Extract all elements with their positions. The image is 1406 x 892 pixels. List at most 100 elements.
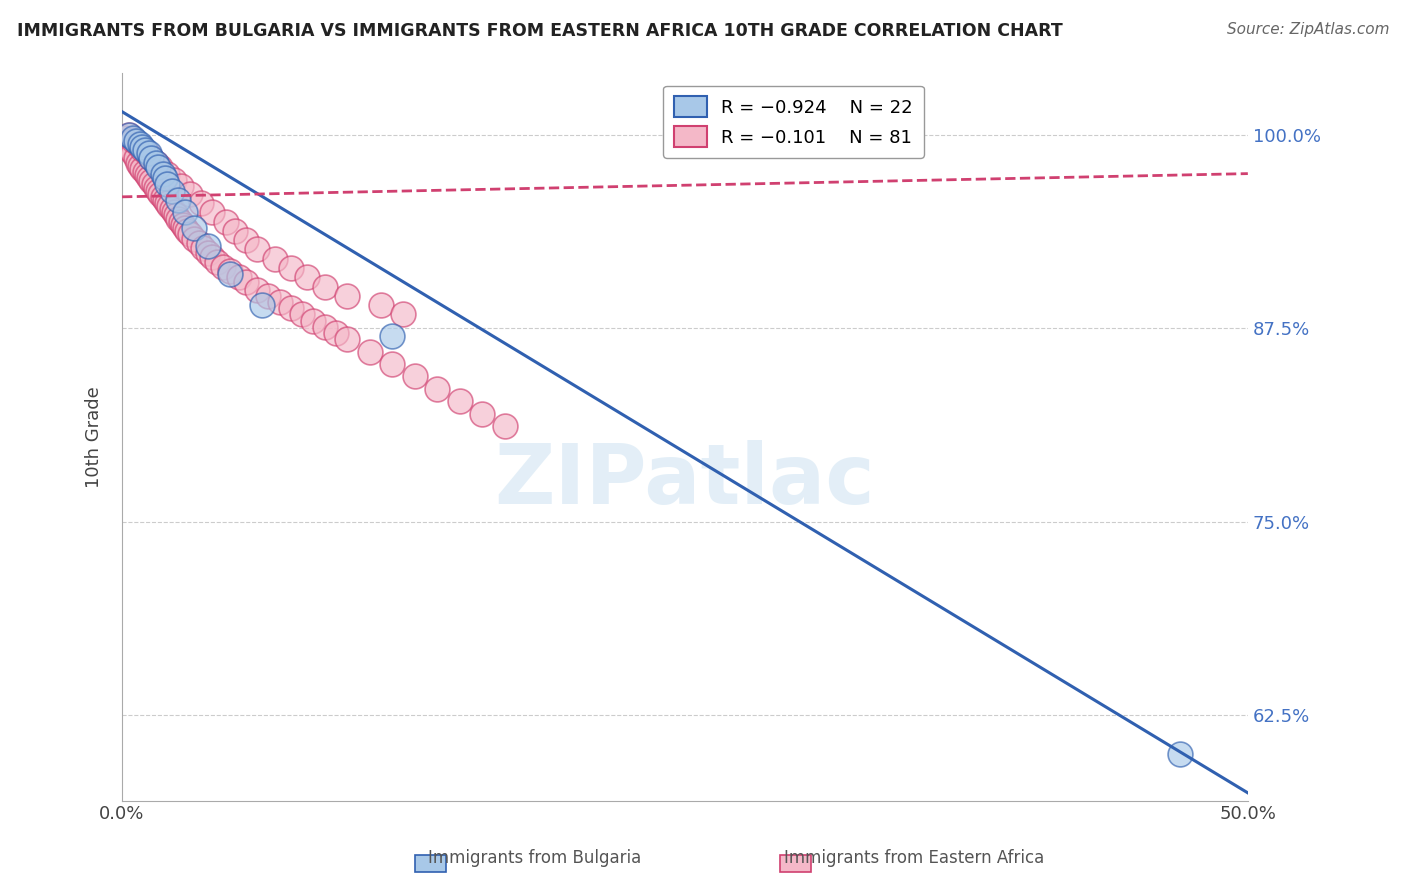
Point <box>145 155 167 169</box>
Point <box>336 332 359 346</box>
Point <box>314 279 336 293</box>
Point <box>156 167 179 181</box>
Point <box>494 419 516 434</box>
Point <box>127 137 149 152</box>
Point <box>174 220 197 235</box>
Point <box>135 146 157 161</box>
Point <box>449 394 471 409</box>
Point <box>212 260 235 274</box>
Text: Immigrants from Eastern Africa: Immigrants from Eastern Africa <box>783 848 1045 866</box>
Point <box>118 128 141 142</box>
Point <box>302 314 325 328</box>
Point <box>122 146 145 161</box>
Point <box>142 178 165 192</box>
Point <box>176 224 198 238</box>
Point <box>120 144 142 158</box>
Point <box>1168 747 1191 761</box>
Point <box>124 151 146 165</box>
Point <box>235 233 257 247</box>
Point <box>197 245 219 260</box>
Point <box>246 283 269 297</box>
Point <box>135 168 157 182</box>
Point <box>172 218 194 232</box>
Point <box>280 261 302 276</box>
Point <box>138 171 160 186</box>
Point <box>381 329 404 343</box>
Point <box>141 174 163 188</box>
Point <box>122 131 145 145</box>
Point <box>156 196 179 211</box>
Point <box>190 196 212 211</box>
Point <box>145 155 167 169</box>
Text: ZIPatlас: ZIPatlас <box>495 440 876 521</box>
Point <box>201 205 224 219</box>
Text: Immigrants from Bulgaria: Immigrants from Bulgaria <box>427 848 641 866</box>
Point <box>219 264 242 278</box>
Point <box>250 298 273 312</box>
Point <box>129 137 152 152</box>
Point <box>471 407 494 421</box>
Point <box>160 202 183 217</box>
Point <box>112 131 135 145</box>
Point <box>325 326 347 340</box>
Point <box>134 144 156 158</box>
Point <box>169 214 191 228</box>
Point <box>156 178 179 192</box>
Point <box>163 173 186 187</box>
Point <box>381 357 404 371</box>
Point <box>219 267 242 281</box>
Point <box>197 239 219 253</box>
Point <box>149 186 172 201</box>
Point <box>131 142 153 156</box>
Point <box>359 344 381 359</box>
Point <box>127 155 149 169</box>
Point <box>370 298 392 312</box>
Y-axis label: 10th Grade: 10th Grade <box>86 386 103 488</box>
Point <box>152 167 174 181</box>
Point <box>134 165 156 179</box>
Point <box>145 180 167 194</box>
Point <box>291 308 314 322</box>
Point <box>167 211 190 226</box>
Point <box>205 255 228 269</box>
Point <box>115 136 138 150</box>
Point <box>228 270 250 285</box>
Point <box>224 224 246 238</box>
Point <box>146 184 169 198</box>
Point <box>153 171 176 186</box>
Point <box>118 140 141 154</box>
Point <box>163 205 186 219</box>
Point <box>235 275 257 289</box>
Point <box>169 179 191 194</box>
Point <box>160 184 183 198</box>
Point <box>426 382 449 396</box>
Point <box>404 369 426 384</box>
Point <box>187 236 209 251</box>
Point <box>392 308 415 322</box>
Point <box>129 159 152 173</box>
Point <box>269 295 291 310</box>
Point <box>280 301 302 316</box>
Point <box>153 193 176 207</box>
Point <box>149 161 172 175</box>
Point <box>257 289 280 303</box>
Point <box>179 227 201 241</box>
Point <box>131 140 153 154</box>
Point <box>314 319 336 334</box>
Point <box>165 208 187 222</box>
Point <box>124 134 146 148</box>
Legend: R = −0.924    N = 22, R = −0.101    N = 81: R = −0.924 N = 22, R = −0.101 N = 81 <box>664 86 924 158</box>
Point <box>152 190 174 204</box>
Point <box>246 243 269 257</box>
Point <box>336 289 359 303</box>
Point <box>167 193 190 207</box>
Point <box>131 161 153 176</box>
Point <box>201 250 224 264</box>
Point <box>118 128 141 142</box>
Point <box>295 270 318 285</box>
Point <box>122 132 145 146</box>
Point <box>141 151 163 165</box>
Point <box>146 161 169 175</box>
Point <box>191 241 214 255</box>
Text: Source: ZipAtlas.com: Source: ZipAtlas.com <box>1226 22 1389 37</box>
